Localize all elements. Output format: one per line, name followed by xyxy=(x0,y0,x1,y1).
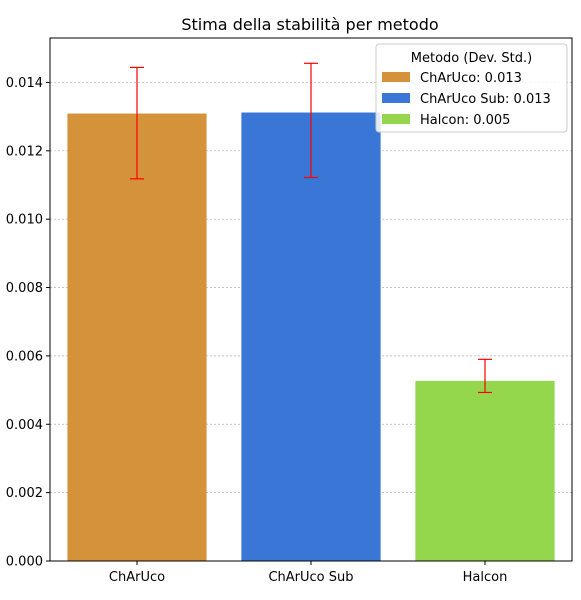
legend-box xyxy=(375,43,568,133)
bar xyxy=(415,380,555,561)
x-tick-label: ChArUco xyxy=(109,570,165,585)
legend-swatch xyxy=(382,93,410,103)
x-tick-label: Halcon xyxy=(463,570,508,585)
bars xyxy=(67,112,555,562)
x-tick-label: ChArUco Sub xyxy=(268,570,353,585)
y-tick-label: 0.004 xyxy=(6,418,43,433)
bar xyxy=(67,113,207,562)
legend-entry: ChArUco Sub: 0.013 xyxy=(420,92,551,107)
error-bars xyxy=(130,62,492,394)
legend-entry: Halcon: 0.005 xyxy=(420,113,510,128)
y-tick-label: 0.008 xyxy=(6,281,43,296)
chart-title: Stima della stabilità per metodo xyxy=(181,15,438,34)
axes: 0.000 0.002 0.004 0.006 0.008 0.010 0.012 0.014… xyxy=(6,37,573,585)
legend-entry: ChArUco: 0.013 xyxy=(420,71,522,86)
legend-swatch xyxy=(382,72,410,82)
legend-swatch xyxy=(382,114,410,124)
y-tick-label: 0.000 xyxy=(6,555,43,570)
y-tick-label: 0.010 xyxy=(6,213,43,228)
plot-frame xyxy=(49,37,573,562)
y-tick-label: 0.012 xyxy=(6,144,43,159)
y-tick-label: 0.002 xyxy=(6,486,43,501)
legend: Metodo (Dev. Std.) ChArUco: 0.013 ChArUco … xyxy=(375,43,568,133)
bar xyxy=(241,112,381,561)
legend-title: Metodo (Dev. Std.) xyxy=(411,51,532,66)
y-tick-label: 0.014 xyxy=(6,76,43,91)
y-tick-label: 0.006 xyxy=(6,349,43,364)
